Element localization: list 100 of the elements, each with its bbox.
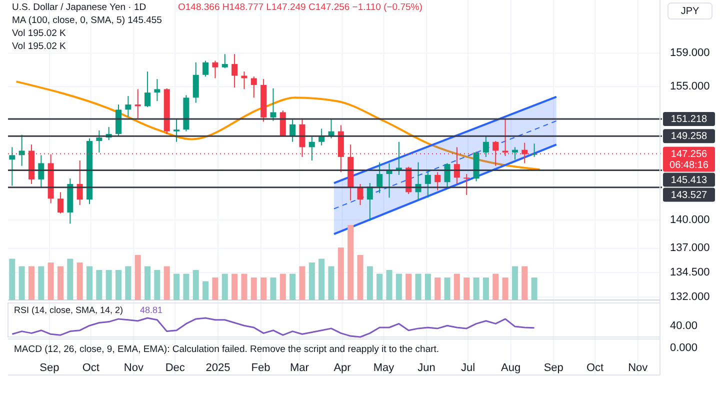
annotation: MA (100, close, 0, SMA, 5) 145.455 bbox=[12, 15, 162, 26]
candlestick bbox=[125, 95, 132, 118]
bar bbox=[512, 266, 518, 300]
candlestick bbox=[290, 118, 296, 142]
y-tick-label: 140.000 bbox=[670, 214, 710, 226]
bar bbox=[38, 266, 44, 300]
candlestick bbox=[318, 128, 325, 146]
bar bbox=[464, 278, 470, 300]
bar bbox=[473, 278, 480, 300]
bar bbox=[492, 274, 499, 300]
text: 48.81 bbox=[140, 305, 163, 315]
x-tick-label: Jun bbox=[418, 362, 436, 374]
chart-title: RSI (14, close, SMA, 14, 2) bbox=[14, 305, 124, 315]
candlestick bbox=[57, 192, 64, 214]
candlestick bbox=[366, 182, 373, 222]
x-tick-label: Oct bbox=[82, 362, 100, 374]
bar bbox=[241, 274, 248, 300]
bar bbox=[96, 270, 102, 300]
candlestick bbox=[212, 60, 218, 79]
bar bbox=[482, 278, 489, 300]
candlestick bbox=[482, 136, 489, 158]
bar bbox=[434, 278, 441, 300]
candlestick bbox=[222, 54, 228, 69]
ref-line-label: 151.218 bbox=[670, 114, 708, 125]
candlestick bbox=[38, 154, 44, 188]
bar bbox=[444, 278, 450, 300]
bar bbox=[86, 266, 92, 300]
candlestick bbox=[202, 60, 209, 78]
ref-line-label: 145.413 bbox=[670, 174, 708, 186]
bar bbox=[270, 278, 276, 300]
candlestick bbox=[144, 71, 151, 108]
bar bbox=[299, 266, 306, 300]
candlestick bbox=[154, 78, 160, 102]
bar bbox=[57, 266, 64, 300]
candlestick bbox=[434, 172, 441, 191]
candlestick bbox=[512, 146, 518, 160]
chart-title: U.S. Dollar / Japanese Yen · 1D bbox=[12, 2, 146, 13]
bar bbox=[183, 274, 190, 300]
bar bbox=[415, 274, 422, 300]
candlestick bbox=[376, 162, 383, 194]
x-tick-label: Nov bbox=[628, 362, 648, 374]
y-tick-label: 159.000 bbox=[670, 47, 710, 60]
bar bbox=[280, 274, 286, 300]
candlestick bbox=[76, 160, 83, 206]
bar bbox=[531, 278, 538, 300]
bar bbox=[386, 270, 392, 300]
bar bbox=[164, 266, 170, 300]
candlestick bbox=[241, 71, 248, 90]
candlestick bbox=[270, 88, 276, 122]
candlestick bbox=[250, 76, 257, 98]
candlestick bbox=[174, 118, 180, 142]
candlestick bbox=[357, 183, 364, 206]
bar bbox=[348, 225, 354, 300]
line-series bbox=[15, 80, 541, 170]
bar bbox=[125, 266, 132, 300]
bar bbox=[357, 255, 364, 300]
x-tick-label: Jul bbox=[460, 362, 476, 374]
bar bbox=[9, 258, 16, 300]
x-tick-label: 2025 bbox=[206, 362, 230, 374]
x-tick-label: Sep bbox=[544, 362, 564, 374]
bar bbox=[260, 278, 267, 300]
candlestick bbox=[464, 173, 470, 196]
text: MACD (12, 26, close, 9, EMA, EMA): Calculation failed. Remove the script and reapply it to the chart. bbox=[14, 344, 440, 355]
candlestick bbox=[444, 162, 450, 188]
candlestick bbox=[96, 130, 102, 153]
x-tick-label: May bbox=[373, 362, 395, 374]
x-tick-label: Sep bbox=[40, 362, 60, 374]
y-tick-label: 137.000 bbox=[670, 242, 710, 254]
annotation: Vol 195.02 K bbox=[12, 28, 67, 39]
bar bbox=[502, 278, 508, 300]
ref-line-label: 143.527 bbox=[670, 190, 708, 201]
bar bbox=[134, 255, 141, 300]
bar bbox=[67, 258, 74, 300]
x-tick-label: Oct bbox=[586, 362, 604, 374]
x-tick-label: Aug bbox=[501, 362, 521, 374]
candlestick bbox=[192, 62, 199, 104]
bar bbox=[290, 274, 296, 300]
bar bbox=[396, 274, 402, 300]
annotation: Vol 195.02 K bbox=[12, 41, 67, 52]
candlestick bbox=[308, 136, 315, 162]
text: 0.000 bbox=[670, 342, 698, 354]
bar bbox=[28, 266, 34, 300]
candlestick bbox=[9, 146, 16, 186]
bar bbox=[192, 270, 199, 300]
bar bbox=[116, 270, 122, 300]
x-tick-label: Apr bbox=[334, 362, 352, 374]
bar bbox=[232, 274, 238, 300]
text: 40.00 bbox=[670, 320, 698, 332]
x-tick-label: Nov bbox=[124, 362, 144, 374]
x-tick-label: Mar bbox=[290, 362, 310, 374]
bar bbox=[202, 281, 209, 300]
bar bbox=[174, 274, 180, 300]
bar bbox=[154, 270, 160, 300]
candlestick bbox=[424, 170, 431, 198]
bar bbox=[376, 274, 383, 300]
bar bbox=[522, 266, 528, 300]
candlestick bbox=[18, 134, 25, 166]
bar bbox=[366, 266, 373, 300]
ref-line-label: 147.256 06:48:16 bbox=[670, 148, 709, 171]
bar bbox=[222, 274, 228, 300]
